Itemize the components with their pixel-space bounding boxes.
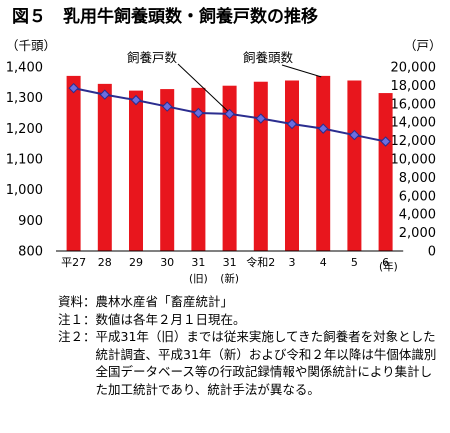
- bar: [129, 90, 143, 251]
- bar: [66, 75, 81, 251]
- line-series-label: 飼養戸数: [127, 50, 178, 65]
- line-series: [68, 82, 391, 147]
- category-label: 6: [382, 256, 389, 269]
- right-axis: 0 2,000 4,000 6,000 8,000 10,000 12,000 14,000 1…: [391, 61, 437, 260]
- right-tick-label: 8,000: [399, 171, 436, 186]
- bar: [97, 83, 112, 251]
- bar: [222, 85, 237, 251]
- bar: [316, 75, 331, 251]
- note-1: 注１： 数値は各年２月１日現在。: [58, 311, 443, 329]
- right-tick-label: 18,000: [391, 79, 437, 94]
- category-label: 31: [191, 256, 205, 269]
- right-axis-unit: （戸）: [404, 38, 442, 53]
- left-axis: 800 900 1,000 1,100 1,200 1,300 1,400: [6, 61, 43, 260]
- note-label: 資料：: [58, 294, 96, 309]
- bar: [191, 87, 206, 251]
- left-tick-label: 1,400: [6, 61, 43, 76]
- chart: 図５ 乳用牛飼養頭数・飼養戸数の推移 （千頭） （戸） (年) 800 900 1,…: [6, 6, 442, 285]
- note-label: 注２：: [58, 329, 96, 344]
- bar: [253, 81, 268, 251]
- right-tick-label: 6,000: [399, 189, 436, 204]
- notes: 資料： 農林水産省「畜産統計」 注１： 数値は各年２月１日現在。 注２： 平成3…: [58, 293, 443, 398]
- left-axis-unit: （千頭）: [6, 38, 56, 53]
- leader-line: [281, 64, 322, 78]
- bar: [285, 80, 299, 251]
- left-tick-label: 1,300: [6, 91, 43, 106]
- right-tick-label: 16,000: [391, 97, 437, 112]
- category-label: 29: [129, 256, 143, 269]
- right-tick-label: 2,000: [399, 226, 436, 241]
- bar: [347, 80, 362, 251]
- line-point: [224, 108, 235, 120]
- bar: [160, 89, 175, 251]
- leader-line: [177, 63, 228, 112]
- line-point: [255, 113, 267, 124]
- category-label: 5: [351, 256, 358, 269]
- note-text: 平成31年（旧）までは従来実施してきた飼養者を対象とした統計調査、平成31年（新…: [95, 329, 437, 397]
- line-point: [286, 118, 298, 130]
- line-point: [193, 107, 204, 119]
- note-label: 注１：: [58, 311, 96, 327]
- chart-title: 図５ 乳用牛飼養頭数・飼養戸数の推移: [12, 6, 318, 27]
- source-note: 資料： 農林水産省「畜産統計」: [58, 293, 443, 311]
- line-point: [380, 136, 391, 147]
- right-tick-label: 4,000: [399, 208, 436, 223]
- category-label: 28: [98, 256, 112, 269]
- category-label: 30: [160, 256, 174, 269]
- line-point: [130, 94, 142, 106]
- line-point: [161, 101, 173, 112]
- bar-series-label: 飼養頭数: [243, 50, 294, 65]
- category-label: 31: [223, 256, 237, 269]
- left-tick-label: 1,000: [6, 183, 43, 198]
- left-tick-label: 900: [18, 214, 43, 229]
- left-tick-label: 1,100: [6, 153, 43, 168]
- note-text: 農林水産省「畜産統計」: [95, 294, 234, 309]
- category-label: 3: [289, 256, 296, 269]
- note-2: 注２： 平成31年（旧）までは従来実施してきた飼養者を対象とした統計調査、平成3…: [58, 328, 443, 398]
- right-tick-label: 0: [428, 245, 436, 260]
- left-tick-label: 800: [18, 245, 43, 260]
- note-text: 数値は各年２月１日現在。: [95, 311, 246, 327]
- line-point: [317, 123, 329, 134]
- category-label: 平27: [61, 256, 86, 269]
- category-label: 令和2: [246, 255, 275, 269]
- line-point: [349, 129, 360, 141]
- x-axis-unit: (年): [379, 260, 398, 273]
- right-tick-label: 14,000: [391, 116, 437, 131]
- right-tick-label: 20,000: [391, 61, 437, 76]
- right-tick-label: 10,000: [391, 153, 437, 168]
- bar-series: [56, 75, 404, 252]
- line-point: [99, 89, 111, 100]
- bar: [378, 93, 393, 251]
- series-callouts: 飼養戸数 飼養頭数: [127, 50, 322, 112]
- category-sublabel: (新): [220, 272, 239, 285]
- right-tick-label: 12,000: [391, 134, 437, 149]
- category-label: 4: [320, 256, 327, 269]
- x-axis: 平27 28 29 30 31 (旧) 31 (新) 令和2 3 4 5 6: [61, 255, 389, 285]
- line-point: [68, 82, 79, 94]
- category-sublabel: (旧): [189, 273, 208, 285]
- left-tick-label: 1,200: [6, 122, 43, 137]
